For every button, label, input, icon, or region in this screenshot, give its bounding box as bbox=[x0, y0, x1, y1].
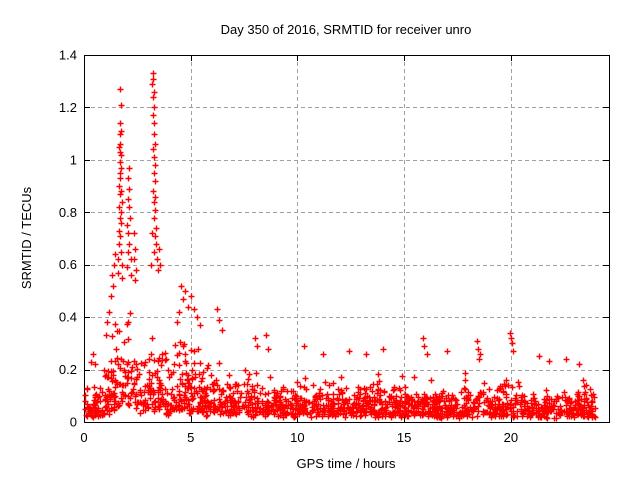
x-axis-label: GPS time / hours bbox=[297, 456, 396, 471]
y-tick-label: 0.4 bbox=[59, 310, 77, 325]
y-tick-label: 0.6 bbox=[59, 257, 77, 272]
tick-labels: 0 5 10 15 20 0 0.2 0.4 0.6 0.8 1 1.2 1.4 bbox=[59, 48, 518, 446]
y-tick-label: 1.2 bbox=[59, 100, 77, 115]
scatter-plus-markers bbox=[82, 70, 599, 422]
x-tick-label: 10 bbox=[290, 430, 304, 445]
y-tick-label: 0.2 bbox=[59, 362, 77, 377]
x-tick-label: 20 bbox=[504, 430, 518, 445]
x-tick-label: 0 bbox=[80, 430, 87, 445]
y-tick-label: 1.4 bbox=[59, 48, 77, 63]
axis-ticks bbox=[84, 55, 609, 423]
x-tick-label: 15 bbox=[397, 430, 411, 445]
y-tick-label: 0 bbox=[70, 415, 77, 430]
y-tick-label: 0.8 bbox=[59, 205, 77, 220]
x-tick-label: 5 bbox=[187, 430, 194, 445]
grid bbox=[84, 55, 609, 422]
data-points bbox=[82, 70, 599, 422]
plot-border bbox=[84, 55, 610, 423]
y-tick-label: 1 bbox=[70, 152, 77, 167]
y-axis-label: SRMTID / TECUs bbox=[19, 186, 34, 289]
chart-title: Day 350 of 2016, SRMTID for receiver unr… bbox=[221, 22, 472, 37]
